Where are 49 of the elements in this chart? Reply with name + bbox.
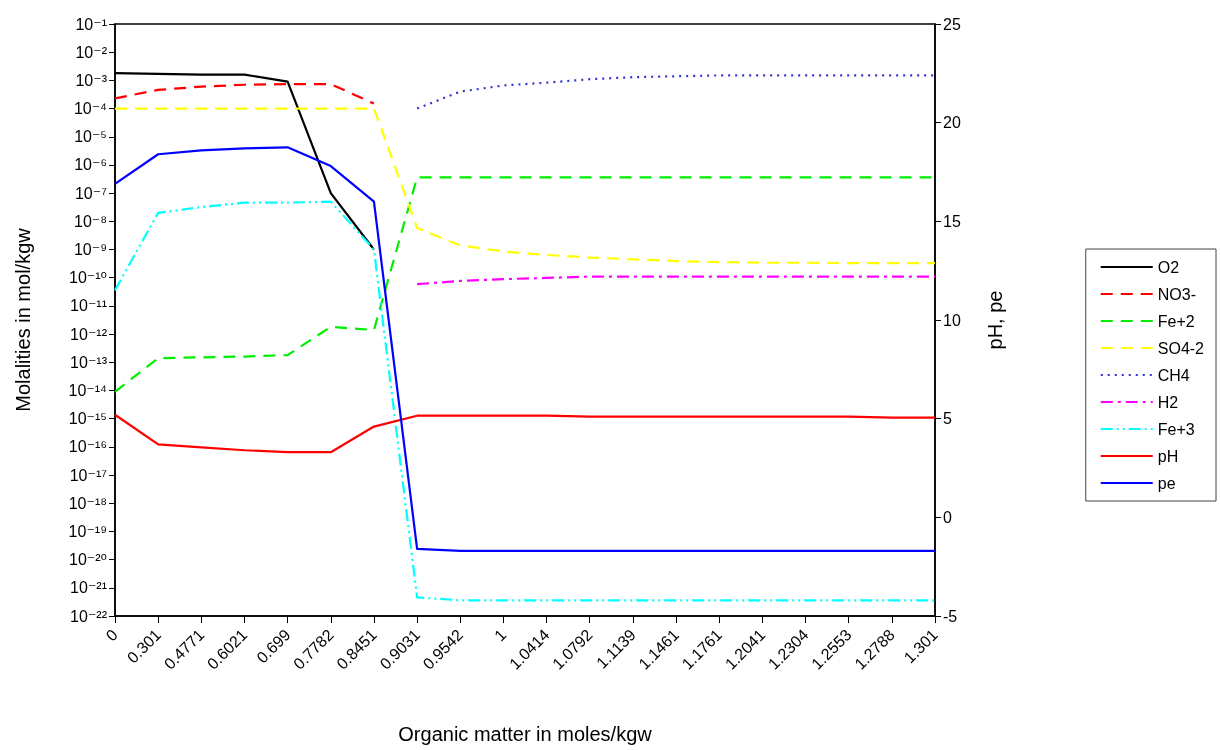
y-tick-label: 10⁻³	[75, 71, 108, 89]
y2-tick-label: 0	[943, 508, 952, 526]
legend-label: Fe+3	[1157, 420, 1195, 438]
y2-tick-label: -5	[943, 607, 958, 625]
y2-tick-label: 15	[943, 212, 961, 230]
y2-axis-title: pH, pe	[984, 290, 1006, 350]
y-tick-label: 10⁻¹⁹	[68, 522, 107, 540]
y-tick-label: 10⁻¹⁰	[69, 269, 107, 287]
line-series	[113, 107, 937, 265]
y-tick-label: 10⁻²²	[70, 607, 108, 625]
y-tick-label: 10⁻¹	[75, 15, 107, 33]
y-tick-label: 10⁻⁸	[74, 212, 107, 230]
legend-label: H2	[1157, 393, 1179, 411]
y2-tick-label: 25	[943, 15, 961, 33]
legend-label: Fe+2	[1157, 312, 1195, 330]
y-tick-label: 10⁻²⁰	[69, 551, 107, 569]
y-tick-label: 10⁻⁵	[74, 128, 107, 146]
line-series	[113, 200, 937, 602]
y2-tick-label: 20	[943, 114, 961, 132]
y2-tick-label: 5	[943, 410, 952, 428]
y-tick-label: 10⁻¹⁸	[68, 494, 107, 512]
x-axis-title: Organic matter in moles/kgw	[398, 723, 653, 745]
legend-label: pH	[1157, 447, 1179, 465]
x-tick-label: 0	[102, 625, 122, 645]
legend-label: pe	[1157, 474, 1176, 492]
y-tick-label: 10⁻⁶	[74, 156, 107, 174]
y-tick-label: 10⁻⁹	[73, 241, 107, 259]
y-axis-title: Molalities in mol/kgw	[12, 227, 34, 412]
legend-label: NO3-	[1157, 285, 1196, 303]
y-tick-label: 10⁻¹⁶	[68, 438, 107, 456]
y-tick-label: 10⁻¹¹	[70, 297, 107, 315]
y-tick-label: 10⁻²	[75, 43, 108, 61]
line-series	[416, 275, 937, 286]
y-tick-label: 10⁻¹⁴	[68, 381, 108, 399]
y-tick-label: 10⁻¹²	[70, 325, 108, 343]
line-series	[113, 413, 937, 454]
legend-label: CH4	[1157, 366, 1190, 384]
y-tick-label: 10⁻¹⁵	[68, 410, 107, 428]
x-tick-label: 1	[491, 625, 510, 645]
legend-label: SO4-2	[1157, 339, 1205, 357]
y-tick-label: 10⁻¹⁷	[69, 466, 108, 484]
line-series	[113, 146, 937, 552]
y2-tick-label: 10	[943, 311, 961, 329]
y-tick-label: 10⁻⁷	[74, 184, 108, 202]
line-series	[113, 82, 376, 105]
y-tick-label: 10⁻²¹	[70, 579, 107, 597]
y-tick-label: 10⁻¹³	[70, 353, 108, 371]
y-tick-label: 10⁻⁴	[73, 100, 108, 118]
legend-label: O2	[1157, 258, 1180, 276]
